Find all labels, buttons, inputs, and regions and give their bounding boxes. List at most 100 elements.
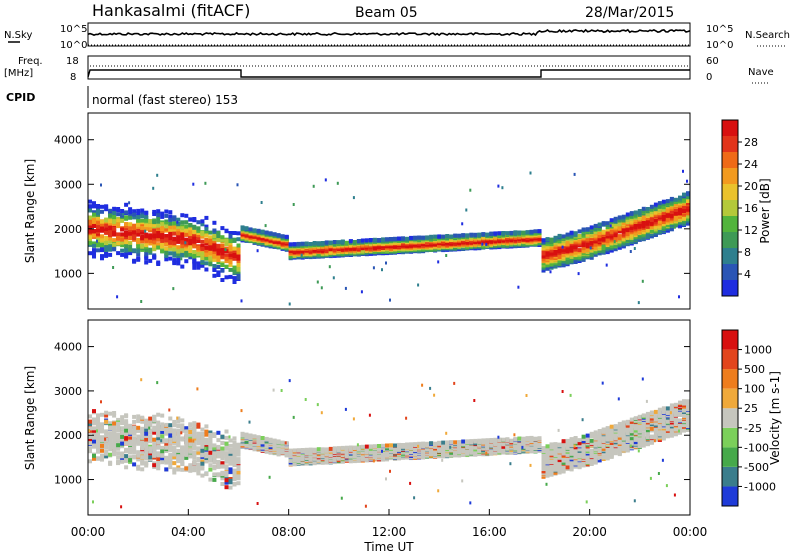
heatmap-cell — [136, 218, 141, 223]
heatmap-cell — [597, 222, 602, 227]
heatmap-cell — [449, 234, 454, 239]
heatmap-cell — [204, 230, 209, 235]
heatmap-cell — [686, 213, 691, 218]
heatmap-cell — [601, 244, 606, 249]
heatmap-cell — [389, 237, 394, 241]
heatmap-cell — [160, 449, 165, 454]
heatmap-cell — [148, 241, 153, 246]
heatmap-cell — [108, 233, 113, 238]
heatmap-cell — [673, 214, 678, 219]
heatmap-cell — [232, 265, 237, 270]
heatmap-cell — [328, 265, 331, 269]
colorbar-swatch — [722, 152, 738, 168]
heatmap-cell — [144, 454, 149, 459]
heatmap-cell — [136, 249, 141, 254]
heatmap-cell — [208, 440, 213, 445]
heatmap-cell — [108, 208, 113, 213]
beam-label: Beam 05 — [355, 5, 418, 21]
heatmap-cell — [128, 207, 133, 212]
heatmap-cell — [184, 241, 187, 245]
heatmap-cell — [236, 452, 241, 457]
heatmap-cell — [144, 246, 149, 251]
heatmap-cell — [144, 252, 149, 257]
heatmap-cell — [682, 197, 687, 202]
heatmap-cell — [180, 232, 185, 237]
heatmap-cell — [156, 209, 161, 214]
heatmap-cell — [549, 237, 554, 242]
heatmap-cell — [108, 421, 113, 426]
heatmap-cell — [212, 455, 217, 460]
colorbar-tick-label: 24 — [744, 158, 758, 171]
heatmap-cell — [92, 248, 97, 253]
heatmap-cell — [100, 248, 105, 253]
heatmap-cell — [132, 454, 137, 459]
heatmap-cell — [577, 234, 582, 238]
heatmap-cell — [100, 183, 102, 187]
heatmap-cell — [96, 449, 101, 454]
heatmap-cell — [176, 455, 181, 460]
heatmap-cell — [573, 231, 578, 236]
heatmap-cell — [184, 440, 189, 445]
heatmap-cell — [172, 467, 177, 472]
heatmap-cell — [561, 245, 564, 249]
heatmap-cell — [196, 220, 201, 225]
heatmap-cell — [196, 462, 201, 467]
heatmap-cell — [545, 266, 550, 270]
heatmap-cell — [200, 231, 205, 236]
heatmap-cell — [124, 436, 129, 441]
heatmap-cell — [88, 199, 93, 204]
colorbar-tick-label: 28 — [744, 136, 758, 149]
heatmap-cell — [160, 456, 165, 461]
heatmap-cell — [104, 252, 109, 257]
heatmap-cell — [156, 226, 161, 231]
heatmap-cell — [537, 229, 542, 234]
heatmap-cell — [521, 230, 526, 235]
heatmap-cell — [236, 256, 241, 261]
heatmap-cell — [156, 444, 161, 449]
heatmap-cell — [437, 234, 442, 239]
heatmap-cell — [88, 208, 93, 213]
heatmap-cell — [128, 447, 133, 451]
heatmap-cell — [585, 242, 590, 247]
heatmap-cell — [156, 463, 161, 467]
heatmap-cell — [108, 425, 113, 430]
heatmap-cell — [156, 457, 161, 461]
heatmap-cell — [144, 428, 149, 433]
heatmap-cell — [164, 257, 169, 262]
heatmap-cell — [164, 422, 169, 427]
heatmap-cell — [140, 236, 145, 241]
heatmap-cell — [569, 254, 574, 259]
heatmap-cell — [216, 260, 221, 265]
heatmap-cell — [220, 441, 225, 446]
heatmap-cell — [140, 378, 143, 382]
heatmap-cell — [180, 449, 185, 454]
heatmap-cell — [686, 179, 688, 183]
heatmap-cell — [180, 244, 185, 249]
heatmap-cell — [232, 455, 237, 460]
heatmap-cell — [629, 211, 634, 216]
heatmap-cell — [176, 261, 181, 266]
heatmap-cell — [200, 249, 205, 254]
heatmap-cell — [132, 448, 137, 453]
heatmap-cell — [228, 485, 233, 490]
heatmap-cell — [200, 439, 205, 444]
heatmap-cell — [669, 227, 674, 232]
heatmap-cell — [108, 444, 113, 449]
heatmap-cell — [682, 216, 687, 221]
heatmap-cell — [124, 465, 129, 470]
heatmap-cell — [104, 449, 109, 454]
heatmap-cell — [140, 455, 145, 460]
freq-panel-frame — [87, 55, 691, 80]
heatmap-cell — [461, 222, 464, 226]
heatmap-cell — [188, 252, 193, 257]
heatmap-cell — [172, 258, 177, 263]
heatmap-cell — [96, 443, 101, 448]
heatmap-cell — [132, 212, 137, 217]
heatmap-cell — [116, 207, 121, 211]
heatmap-cell — [176, 432, 181, 436]
heatmap-cell — [196, 228, 201, 233]
heatmap-cell — [686, 191, 691, 196]
heatmap-cell — [429, 234, 434, 239]
heatmap-cell — [140, 300, 143, 303]
heatmap-cell — [156, 420, 161, 425]
